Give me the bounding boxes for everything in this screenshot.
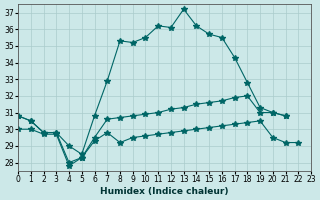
X-axis label: Humidex (Indice chaleur): Humidex (Indice chaleur) xyxy=(100,187,229,196)
